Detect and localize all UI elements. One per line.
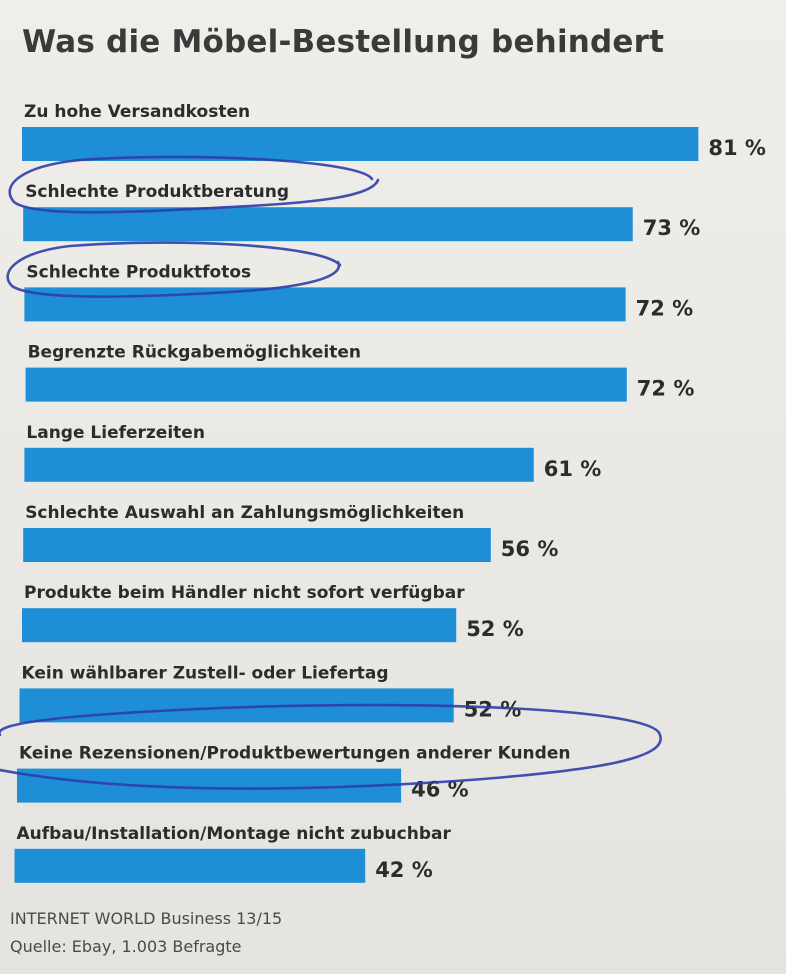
bar	[23, 528, 491, 562]
bar	[25, 367, 627, 402]
value-label: 73 %	[643, 216, 701, 240]
category-label: Schlechte Auswahl an Zahlungsmöglichkeit…	[25, 503, 464, 523]
value-label: 56 %	[501, 537, 559, 561]
bar	[14, 848, 366, 883]
category-label: Zu hohe Versandkosten	[24, 102, 250, 122]
value-label: 72 %	[636, 296, 694, 320]
source-survey: Quelle: Ebay, 1.003 Befragte	[10, 937, 242, 956]
bar	[24, 447, 534, 482]
bar	[22, 608, 457, 643]
pen-annotation-circle	[6, 241, 342, 298]
bar	[17, 768, 402, 803]
value-label: 72 %	[637, 377, 695, 401]
bar	[24, 287, 626, 322]
pen-annotation-circle	[0, 703, 662, 790]
category-label: Keine Rezensionen/Produktbewertungen and…	[19, 744, 570, 764]
value-label: 52 %	[466, 617, 524, 641]
value-label: 81 %	[708, 136, 766, 160]
category-label: Lange Lieferzeiten	[26, 423, 205, 443]
value-label: 42 %	[375, 858, 433, 882]
category-label: Aufbau/Installation/Montage nicht zubuch…	[17, 824, 452, 844]
bar	[22, 127, 699, 161]
category-label: Schlechte Produktberatung	[25, 182, 289, 202]
pen-annotation-circle	[8, 155, 380, 214]
category-label: Begrenzte Rückgabemöglichkeiten	[28, 343, 361, 363]
chart-title: Was die Möbel-Bestellung behindert	[22, 24, 665, 60]
source-publication: INTERNET WORLD Business 13/15	[10, 909, 283, 928]
category-label: Kein wählbarer Zustell- oder Liefertag	[22, 663, 389, 683]
value-label: 61 %	[544, 457, 602, 481]
category-label: Schlechte Produktfotos	[26, 262, 251, 282]
category-label: Produkte beim Händler nicht sofort verfü…	[24, 583, 465, 603]
